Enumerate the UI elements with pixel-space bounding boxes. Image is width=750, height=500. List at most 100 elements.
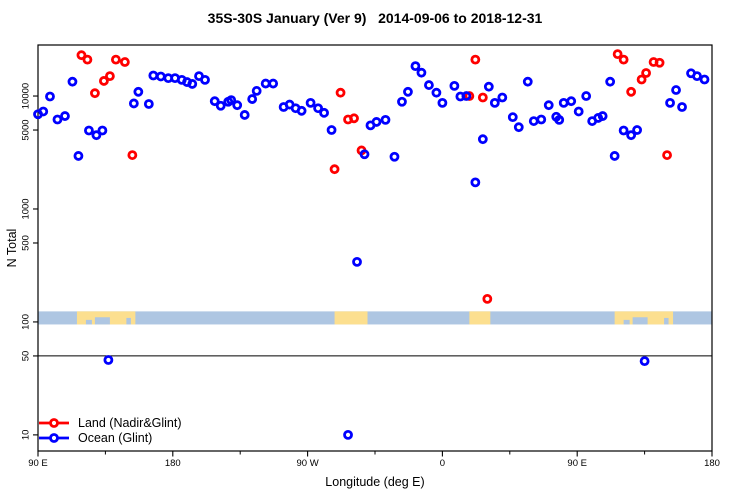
data-point-ocean [187, 79, 198, 89]
data-point-land [90, 88, 100, 99]
y-axis-tick-label: 100 [21, 314, 32, 330]
data-point-ocean [319, 107, 329, 118]
data-point-ocean [305, 97, 316, 108]
data-point-ocean [371, 117, 382, 127]
data-point-ocean [239, 110, 250, 120]
y-axis-tick-label: 10 [21, 430, 32, 441]
data-point-land [335, 87, 346, 98]
data-point-ocean [133, 86, 144, 97]
data-point-ocean [483, 81, 494, 92]
data-point-ocean [677, 102, 687, 112]
data-point-ocean [352, 257, 362, 267]
data-point-ocean [626, 130, 637, 141]
y-axis-tick-label: 50 [21, 351, 32, 362]
data-point-ocean [343, 429, 353, 440]
plot-frame [37, 44, 713, 452]
data-point-land [641, 68, 651, 78]
data-point-ocean [97, 125, 108, 136]
data-point-ocean [313, 103, 323, 114]
data-point-ocean [597, 111, 608, 121]
map-band-notch [623, 319, 630, 325]
data-point-ocean [73, 151, 84, 161]
data-point-land [76, 50, 87, 61]
chart-title: 35S-30S January (Ver 9) 2014-09-06 to 20… [207, 10, 543, 26]
data-point-land [662, 150, 672, 160]
data-point-ocean [403, 86, 413, 97]
data-point-ocean [573, 106, 584, 117]
legend-item-ocean: Ocean (Glint) [38, 430, 182, 445]
data-point-ocean [84, 125, 94, 136]
x-axis-tick-label: 90 E [28, 458, 48, 469]
data-point-ocean [507, 112, 518, 123]
data-point-ocean [52, 114, 63, 125]
data-point-land [470, 54, 481, 65]
data-point-ocean [671, 85, 681, 95]
data-point-ocean [470, 177, 481, 188]
data-point-ocean [558, 97, 569, 108]
data-point-ocean [326, 125, 337, 135]
data-point-land [618, 54, 629, 65]
data-point-ocean [437, 97, 448, 108]
data-point-ocean [260, 78, 271, 89]
data-point-land [636, 74, 647, 85]
y-axis-tick-label: 1000 [21, 198, 32, 219]
y-axis-tick-label: 5000 [21, 119, 32, 140]
data-point-land [612, 49, 623, 60]
data-point-ocean [632, 125, 643, 135]
data-point-ocean [536, 114, 547, 125]
data-point-ocean [247, 94, 258, 104]
map-band-notch [632, 317, 648, 325]
data-point-ocean [232, 100, 243, 111]
data-point-ocean [103, 355, 114, 365]
data-point-ocean [209, 96, 220, 107]
data-point-ocean [200, 74, 210, 85]
data-point-ocean [424, 80, 434, 90]
data-point-ocean [581, 91, 592, 101]
map-band-land [334, 311, 368, 325]
data-point-ocean [416, 67, 427, 78]
data-point-ocean [143, 99, 154, 109]
data-point-ocean [609, 151, 620, 161]
data-point-ocean [91, 130, 102, 141]
x-axis-tick-label: 180 [165, 458, 181, 469]
data-point-land [654, 57, 665, 68]
data-point-ocean [60, 111, 70, 121]
legend-label-land: Land (Nadir&Glint) [78, 415, 182, 430]
data-point-ocean [522, 76, 533, 87]
map-band-notch [85, 319, 92, 325]
x-axis-label: Longitude (deg E) [325, 475, 425, 489]
legend-item-land: Land (Nadir&Glint) [38, 415, 182, 430]
map-band-notch [126, 317, 131, 325]
data-point-ocean [215, 100, 226, 111]
data-point-ocean [397, 96, 407, 107]
y-axis-tick-label: 10000 [21, 83, 32, 109]
data-point-ocean [543, 100, 554, 111]
legend: Land (Nadir&Glint) Ocean (Glint) [38, 415, 182, 445]
data-point-ocean [410, 61, 421, 72]
data-point-ocean [128, 98, 139, 109]
data-point-ocean [489, 97, 500, 108]
map-band-notch [664, 317, 669, 325]
data-point-ocean [226, 95, 237, 106]
data-point-ocean [148, 70, 159, 81]
map-band-notch [94, 317, 110, 325]
land-series-marker-icon [39, 417, 69, 428]
data-point-ocean [665, 97, 675, 108]
data-point-ocean [639, 356, 650, 367]
data-point-ocean [296, 105, 307, 116]
data-point-ocean [449, 80, 460, 91]
data-point-ocean [513, 122, 524, 133]
x-axis-tick-label: 180 [704, 458, 720, 469]
data-point-land [626, 86, 637, 97]
map-band-ocean [38, 311, 712, 325]
map-band-land [469, 311, 491, 325]
data-point-land [99, 76, 109, 86]
data-point-land [119, 57, 130, 67]
data-point-ocean [605, 76, 616, 87]
x-axis-tick-label: 90 E [567, 458, 587, 469]
data-point-ocean [477, 134, 488, 145]
data-point-ocean [554, 114, 565, 125]
data-point-land [477, 92, 488, 103]
